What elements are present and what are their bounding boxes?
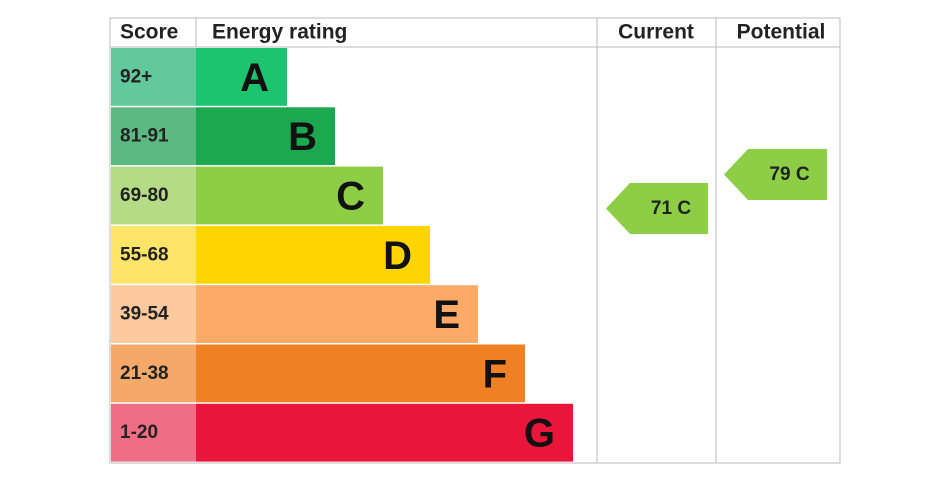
rating-bar bbox=[196, 107, 335, 166]
potential-arrow bbox=[724, 149, 827, 200]
current-header: Current bbox=[618, 21, 694, 44]
score-range: 39-54 bbox=[120, 304, 169, 325]
potential-header: Potential bbox=[737, 21, 826, 44]
rating-bar bbox=[196, 344, 525, 403]
score-cell bbox=[111, 107, 196, 166]
rating-letter: F bbox=[483, 352, 507, 396]
rating-bar bbox=[196, 225, 430, 284]
rating-letter: C bbox=[336, 175, 365, 219]
rating-header: Energy rating bbox=[212, 21, 347, 44]
score-range: 69-80 bbox=[120, 185, 169, 206]
rating-bar bbox=[196, 48, 287, 106]
score-cell bbox=[111, 225, 196, 284]
rating-letter: E bbox=[433, 293, 460, 337]
score-range: 55-68 bbox=[120, 244, 169, 265]
score-range: 21-38 bbox=[120, 363, 169, 384]
score-cell bbox=[111, 48, 196, 106]
table-border bbox=[109, 17, 841, 464]
current-label: 71 C bbox=[651, 198, 691, 219]
current-arrow bbox=[606, 183, 708, 234]
score-range: 81-91 bbox=[120, 126, 169, 147]
score-cell bbox=[111, 403, 196, 462]
score-header: Score bbox=[120, 21, 178, 44]
score-cell bbox=[111, 285, 196, 343]
rating-letter: D bbox=[383, 234, 412, 278]
rating-letter: B bbox=[288, 115, 317, 159]
rating-bar bbox=[196, 285, 478, 343]
score-cell bbox=[111, 344, 196, 403]
rating-letter: G bbox=[524, 412, 555, 456]
rating-letter: A bbox=[240, 56, 269, 100]
rating-bar bbox=[196, 166, 383, 225]
score-cell bbox=[111, 166, 196, 225]
rating-bar bbox=[196, 403, 573, 462]
potential-label: 79 C bbox=[769, 164, 809, 185]
score-range: 1-20 bbox=[120, 422, 158, 443]
score-range: 92+ bbox=[120, 66, 152, 87]
